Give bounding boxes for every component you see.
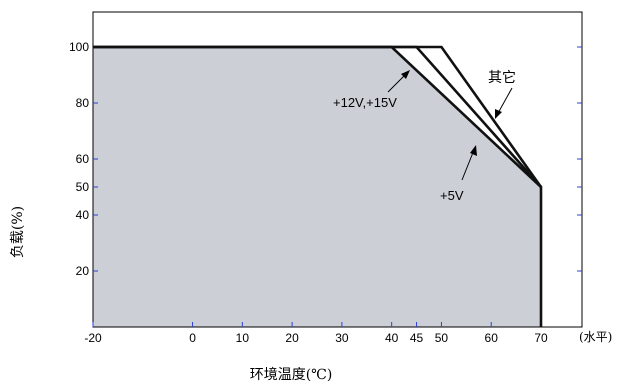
x-tick-label: 40: [385, 331, 399, 345]
x-axis-suffix: (水平): [579, 330, 612, 344]
x-tick-label: 50: [435, 331, 449, 345]
y-tick-label: 50: [76, 180, 90, 194]
annotation-label: +12V,+15V: [333, 95, 397, 110]
x-tick-label: 10: [236, 331, 250, 345]
annotation-label: 其它: [488, 69, 516, 86]
x-tick-label: 45: [410, 331, 424, 345]
x-tick-label: -20: [84, 331, 102, 345]
derating-area-layer: [93, 47, 541, 327]
x-tick-label: 0: [189, 331, 196, 345]
y-tick-label: 100: [69, 40, 89, 54]
plot-frame: [92, 11, 583, 328]
tick-labels-layer: -20 0 10 20 30 40 45 50 60 70 20 40 50 60 80 100: [69, 40, 548, 345]
annotation-leader: [496, 87, 513, 116]
y-axis-label: 负载(%): [10, 206, 26, 258]
y-tick-label: 40: [76, 208, 90, 222]
y-tick-label: 60: [76, 152, 90, 166]
annotations-layer: +12V,+15V 其它 +5V: [333, 69, 516, 203]
x-tick-label: 20: [285, 331, 299, 345]
x-axis-label: 环境温度(℃): [250, 367, 333, 383]
x-tick-label: 60: [485, 331, 499, 345]
annotation-arrowhead: [495, 109, 502, 119]
y-tick-label: 80: [76, 96, 90, 110]
x-tick-label: 70: [534, 331, 548, 345]
series-line: [93, 45, 543, 188]
annotation-leader: [461, 149, 475, 181]
annotation-arrowhead: [401, 70, 410, 79]
annotation-arrowhead: [470, 145, 477, 156]
x-tick-label: 30: [335, 331, 349, 345]
y-tick-label: 20: [76, 264, 90, 278]
derating-area-fill: [93, 47, 541, 327]
series-lines-layer: [93, 45, 543, 327]
annotation-label: +5V: [440, 188, 464, 203]
